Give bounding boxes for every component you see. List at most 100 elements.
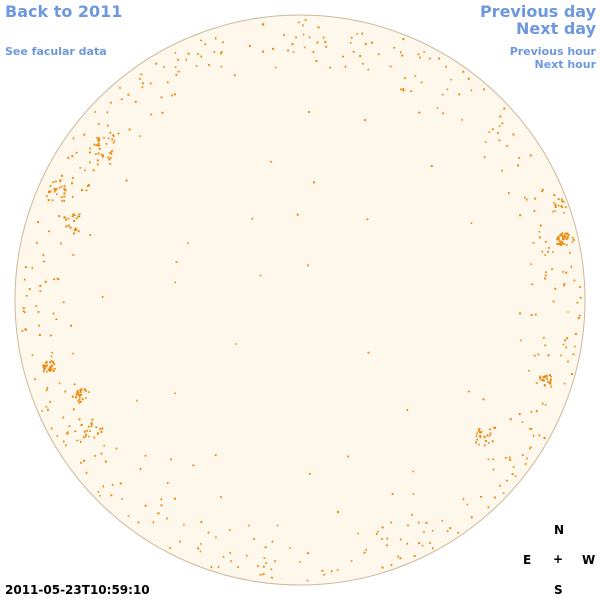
- facula-speck: [66, 431, 69, 433]
- facula-speck: [530, 428, 533, 430]
- facula-speck: [367, 68, 370, 71]
- facula-speck: [95, 144, 97, 146]
- facula-speck: [139, 77, 141, 80]
- facula-speck: [79, 396, 81, 398]
- facula-speck: [113, 140, 116, 142]
- facula-speck: [502, 492, 505, 494]
- facula-speck: [478, 443, 480, 446]
- facula-speck: [80, 462, 82, 464]
- facula-speck: [110, 494, 113, 497]
- facula-speck: [529, 447, 531, 450]
- facula-speck: [364, 43, 367, 46]
- facula-speck: [174, 52, 177, 54]
- facula-speck: [566, 237, 569, 240]
- facula-speck: [96, 137, 99, 139]
- facula-speck: [541, 379, 544, 382]
- facula-speck: [488, 434, 491, 437]
- facula-speck: [270, 160, 273, 163]
- facula-speck: [499, 115, 502, 118]
- facula-speck: [64, 216, 66, 219]
- facula-speck: [92, 169, 95, 172]
- facula-speck: [549, 383, 552, 385]
- facula-speck: [503, 107, 506, 110]
- facula-speck: [561, 206, 564, 209]
- facula-speck: [150, 113, 152, 116]
- facula-speck: [64, 390, 66, 393]
- facula-speck: [106, 124, 109, 127]
- next-day-link[interactable]: Next day: [516, 19, 596, 38]
- facula-speck: [421, 544, 424, 547]
- facula-speck: [91, 418, 94, 421]
- facular-data-link[interactable]: See facular data: [5, 45, 107, 58]
- facula-speck: [62, 440, 65, 443]
- facula-speck: [306, 579, 309, 582]
- facula-speck: [554, 210, 556, 212]
- facula-speck: [556, 238, 559, 241]
- facula-speck: [52, 312, 55, 315]
- facula-speck: [560, 233, 563, 235]
- facula-speck: [139, 468, 142, 470]
- facula-speck: [169, 547, 172, 549]
- back-to-year-link[interactable]: Back to 2011: [5, 2, 123, 21]
- facula-speck: [262, 565, 265, 568]
- facula-speck: [307, 552, 310, 555]
- facula-speck: [428, 57, 431, 60]
- facula-speck: [576, 301, 579, 304]
- previous-day-link[interactable]: Previous day: [479, 2, 596, 21]
- facula-speck: [538, 434, 541, 437]
- facula-speck: [531, 283, 534, 286]
- facula-speck: [566, 235, 569, 238]
- facula-speck: [65, 225, 68, 228]
- facula-speck: [265, 562, 268, 564]
- facula-speck: [552, 300, 555, 303]
- facula-speck: [80, 423, 83, 426]
- facula-speck: [553, 194, 556, 197]
- facula-speck: [81, 189, 83, 192]
- facula-speck: [86, 185, 89, 187]
- facula-speck: [108, 152, 111, 154]
- facula-speck: [561, 241, 564, 243]
- facula-speck: [72, 254, 75, 256]
- facula-speck: [127, 515, 130, 517]
- facula-speck: [414, 75, 417, 77]
- next-hour-link[interactable]: Next hour: [534, 58, 597, 71]
- facula-speck: [545, 271, 547, 274]
- facula-speck: [565, 271, 568, 274]
- facula-speck: [74, 228, 76, 231]
- facula-speck: [125, 179, 128, 182]
- facula-speck: [253, 538, 256, 540]
- facula-speck: [179, 540, 181, 543]
- facula-speck: [117, 132, 120, 135]
- facula-speck: [554, 287, 557, 290]
- facula-speck: [532, 242, 535, 244]
- facula-speck: [110, 151, 113, 153]
- facula-speck: [53, 367, 56, 370]
- facula-speck: [342, 55, 344, 58]
- facula-speck: [59, 179, 62, 182]
- facula-speck: [544, 274, 547, 277]
- facula-speck: [487, 458, 490, 461]
- facula-speck: [552, 210, 554, 213]
- facula-speck: [36, 241, 38, 244]
- facula-speck: [222, 556, 225, 558]
- facula-speck: [511, 473, 514, 476]
- facula-speck: [107, 137, 110, 140]
- facula-speck: [49, 190, 52, 193]
- facula-speck: [347, 455, 349, 458]
- facula-speck: [480, 496, 482, 498]
- facula-speck: [566, 337, 569, 340]
- facula-speck: [53, 190, 56, 193]
- previous-hour-link[interactable]: Previous hour: [509, 45, 596, 58]
- facula-speck: [170, 458, 172, 461]
- facula-speck: [276, 524, 279, 527]
- facula-speck: [109, 163, 112, 165]
- facula-speck: [561, 242, 564, 245]
- facula-speck: [521, 454, 524, 456]
- facula-speck: [78, 213, 81, 215]
- facula-speck: [220, 496, 222, 499]
- compass-west-label: W: [582, 553, 596, 567]
- facula-speck: [544, 240, 547, 243]
- facula-speck: [497, 132, 499, 134]
- facula-speck: [462, 70, 465, 73]
- facula-speck: [49, 185, 52, 188]
